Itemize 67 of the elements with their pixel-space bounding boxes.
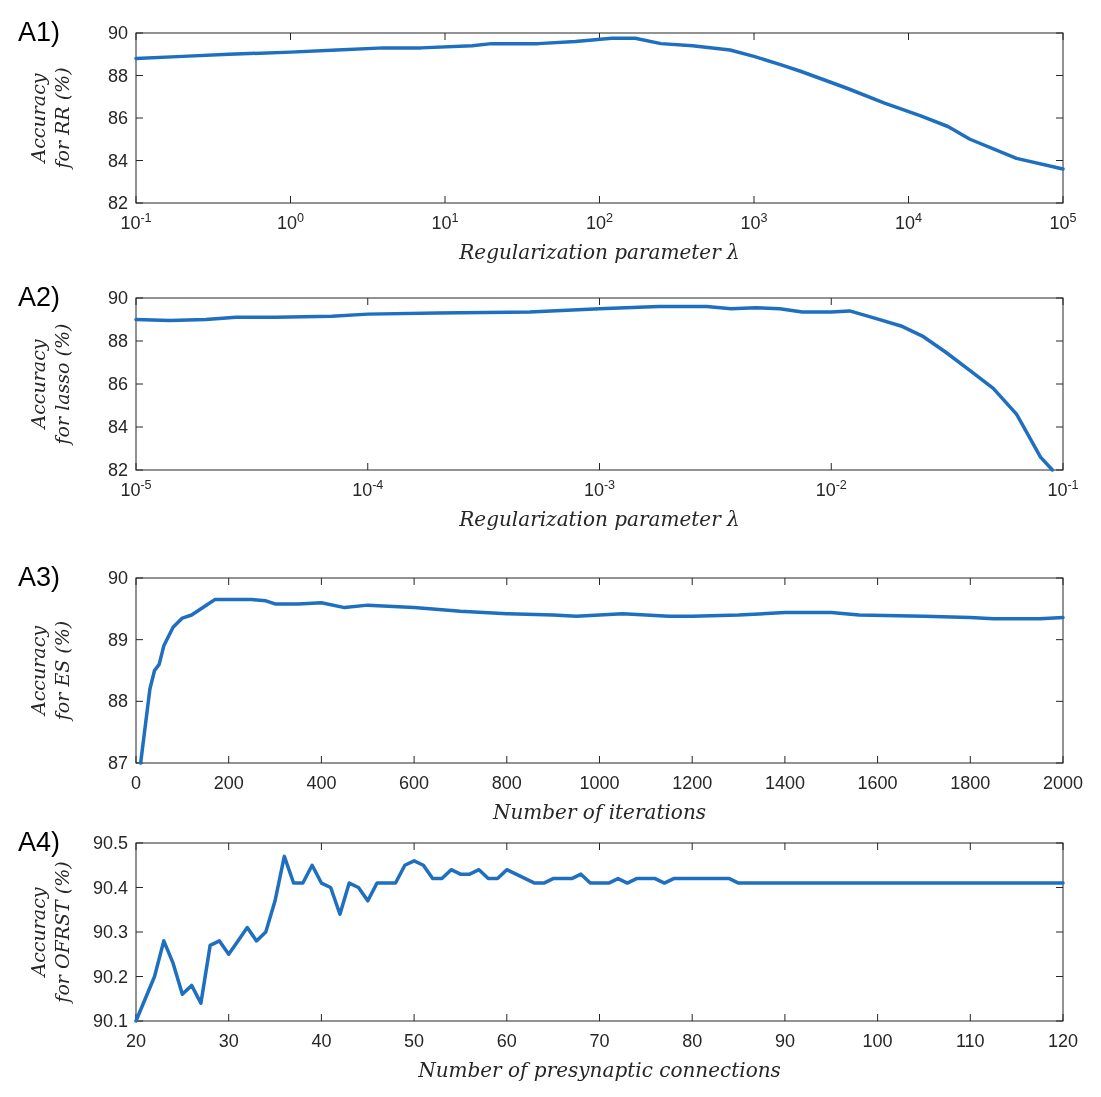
x-tick-label: 10$^{5}$: [1049, 211, 1077, 233]
line-series: [134, 854, 1065, 1023]
chart-title: A4): [18, 827, 61, 857]
chart-title: A3): [18, 562, 61, 592]
y-axis-title: Accuracy for OFRST (%): [27, 861, 73, 1005]
line-series: [138, 597, 1065, 765]
y-tick-label: 86: [107, 108, 128, 128]
y-tick-label: 90: [107, 23, 128, 43]
y-tick-label: 87: [107, 753, 128, 773]
y-tick-label: 90.3: [92, 922, 128, 942]
y-tick-label: 88: [107, 691, 128, 712]
x-tick-label: 120: [1047, 1031, 1079, 1051]
x-tick-label: 0: [130, 773, 142, 793]
y-axis-title: Accuracy for RR (%): [27, 67, 73, 171]
y-tick-label: 90.5: [92, 833, 128, 853]
x-tick-label: 10$^{1}$: [431, 211, 459, 233]
x-tick-label: 800: [491, 773, 522, 793]
x-tick-label: 40: [311, 1031, 332, 1051]
x-tick-label: 90: [774, 1031, 795, 1051]
x-tick-label: 10$^{-1}$: [120, 211, 152, 233]
y-tick-label: 89: [107, 629, 128, 650]
x-tick-label: 10$^{3}$: [740, 211, 768, 233]
y-tick-label: 84: [107, 417, 128, 437]
x-tick-label: 10$^{-5}$: [120, 478, 152, 500]
y-tick-label: 90: [107, 568, 128, 588]
x-tick-label: 10$^{0}$: [276, 211, 305, 233]
chart-title: A1): [18, 17, 61, 47]
x-tick-label: 2000: [1042, 773, 1084, 793]
y-tick-label: 82: [107, 460, 128, 480]
x-tick-label: 60: [496, 1031, 517, 1051]
x-tick-label: 200: [213, 773, 244, 793]
x-tick-label: 1200: [672, 773, 713, 793]
x-tick-label: 10$^{-1}$: [1047, 478, 1079, 500]
x-axis-title: Regularization parameter λ: [458, 240, 740, 264]
y-tick-label: 88: [107, 65, 128, 86]
x-tick-label: 50: [404, 1031, 425, 1051]
x-tick-label: 10$^{-2}$: [815, 478, 847, 500]
y-axis-title: Accuracy for lasso (%): [27, 323, 73, 447]
y-tick-label: 86: [107, 374, 128, 394]
y-tick-label: 82: [107, 193, 128, 213]
chart-title: A2): [18, 282, 61, 312]
x-tick-label: 20: [125, 1031, 147, 1051]
x-tick-label: 10$^{-4}$: [352, 478, 384, 500]
x-axis-title: Number of presynaptic connections: [417, 1058, 781, 1082]
x-tick-label: 1600: [857, 773, 898, 793]
x-tick-label: 30: [218, 1031, 239, 1051]
y-tick-label: 90: [107, 288, 128, 308]
x-tick-label: 10$^{4}$: [894, 211, 923, 233]
x-axis-title: Number of iterations: [491, 800, 707, 824]
y-axis-title: Accuracy for ES (%): [27, 620, 73, 723]
x-tick-label: 70: [589, 1031, 610, 1051]
y-tick-label: 90.4: [92, 877, 128, 898]
x-tick-label: 600: [399, 773, 430, 793]
x-tick-label: 10$^{2}$: [585, 211, 614, 233]
y-tick-label: 84: [107, 150, 128, 171]
y-tick-label: 90.1: [92, 1011, 128, 1031]
x-tick-label: 400: [306, 773, 337, 793]
x-tick-label: 110: [955, 1031, 985, 1051]
x-tick-label: 1000: [579, 773, 620, 793]
x-axis-title: Regularization parameter λ: [458, 507, 740, 531]
x-tick-label: 80: [682, 1031, 703, 1051]
y-tick-label: 88: [107, 331, 128, 351]
x-tick-label: 1400: [764, 773, 805, 793]
x-tick-label: 1800: [950, 773, 991, 793]
x-tick-label: 100: [862, 1031, 893, 1051]
x-tick-label: 10$^{-3}$: [583, 478, 616, 500]
y-tick-label: 90.2: [92, 966, 128, 987]
